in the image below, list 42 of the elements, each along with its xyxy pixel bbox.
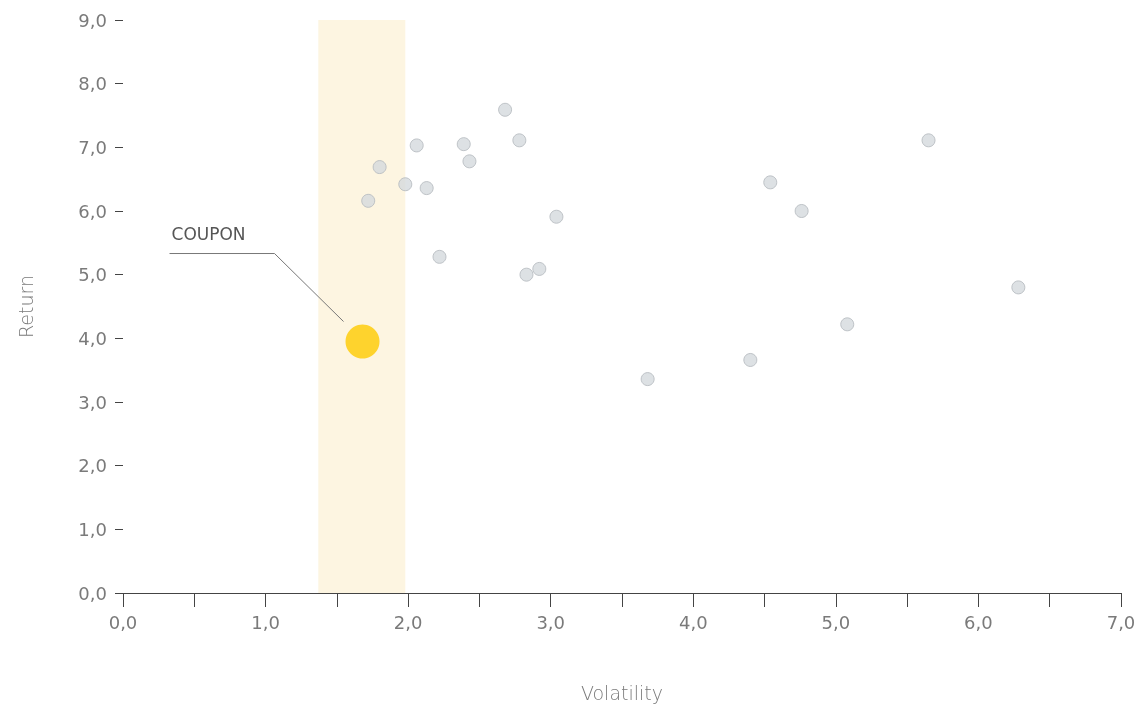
point xyxy=(794,204,809,218)
x-tick-label: 1,0 xyxy=(251,611,280,633)
point xyxy=(763,175,778,190)
point xyxy=(1011,280,1026,295)
x-tick-label: 5,0 xyxy=(821,611,851,633)
point xyxy=(456,137,471,152)
point xyxy=(549,209,564,224)
y-axis-title: Return xyxy=(14,274,37,339)
point xyxy=(409,138,424,153)
point xyxy=(345,324,380,359)
x-tick-label: 4,0 xyxy=(678,611,708,633)
y-tick-label: 9,0 xyxy=(78,9,107,31)
x-tick-label: 6,0 xyxy=(964,611,993,633)
y-tick-label: 4,0 xyxy=(78,327,107,349)
point xyxy=(921,133,936,148)
y-tick-label: 7,0 xyxy=(78,136,107,158)
x-tick-label: 3,0 xyxy=(536,611,566,633)
y-tick-label: 5,0 xyxy=(78,264,107,286)
point xyxy=(419,181,434,196)
y-tick-label: 3,0 xyxy=(78,391,107,413)
y-tick-label: 0,0 xyxy=(78,582,107,604)
y-tick-label: 6,0 xyxy=(78,200,107,222)
annotation: COUPON xyxy=(171,223,246,244)
x-tick-label: 2,0 xyxy=(393,611,423,633)
point xyxy=(532,261,547,276)
x-axis-title: Volatility xyxy=(580,681,664,704)
y-tick-label: 2,0 xyxy=(78,455,107,477)
y-tick-label: 8,0 xyxy=(78,73,107,95)
x-tick-label: 7,0 xyxy=(1106,611,1136,633)
point xyxy=(361,193,376,208)
point xyxy=(840,317,855,332)
point xyxy=(398,177,413,192)
point xyxy=(519,267,534,282)
point xyxy=(498,102,513,117)
point xyxy=(512,133,527,148)
point xyxy=(372,160,387,175)
point xyxy=(640,372,655,387)
point xyxy=(432,249,447,264)
point xyxy=(743,352,758,367)
x-tick-label: 0,0 xyxy=(108,611,138,633)
y-tick-label: 1,0 xyxy=(78,518,107,540)
point xyxy=(462,154,477,169)
